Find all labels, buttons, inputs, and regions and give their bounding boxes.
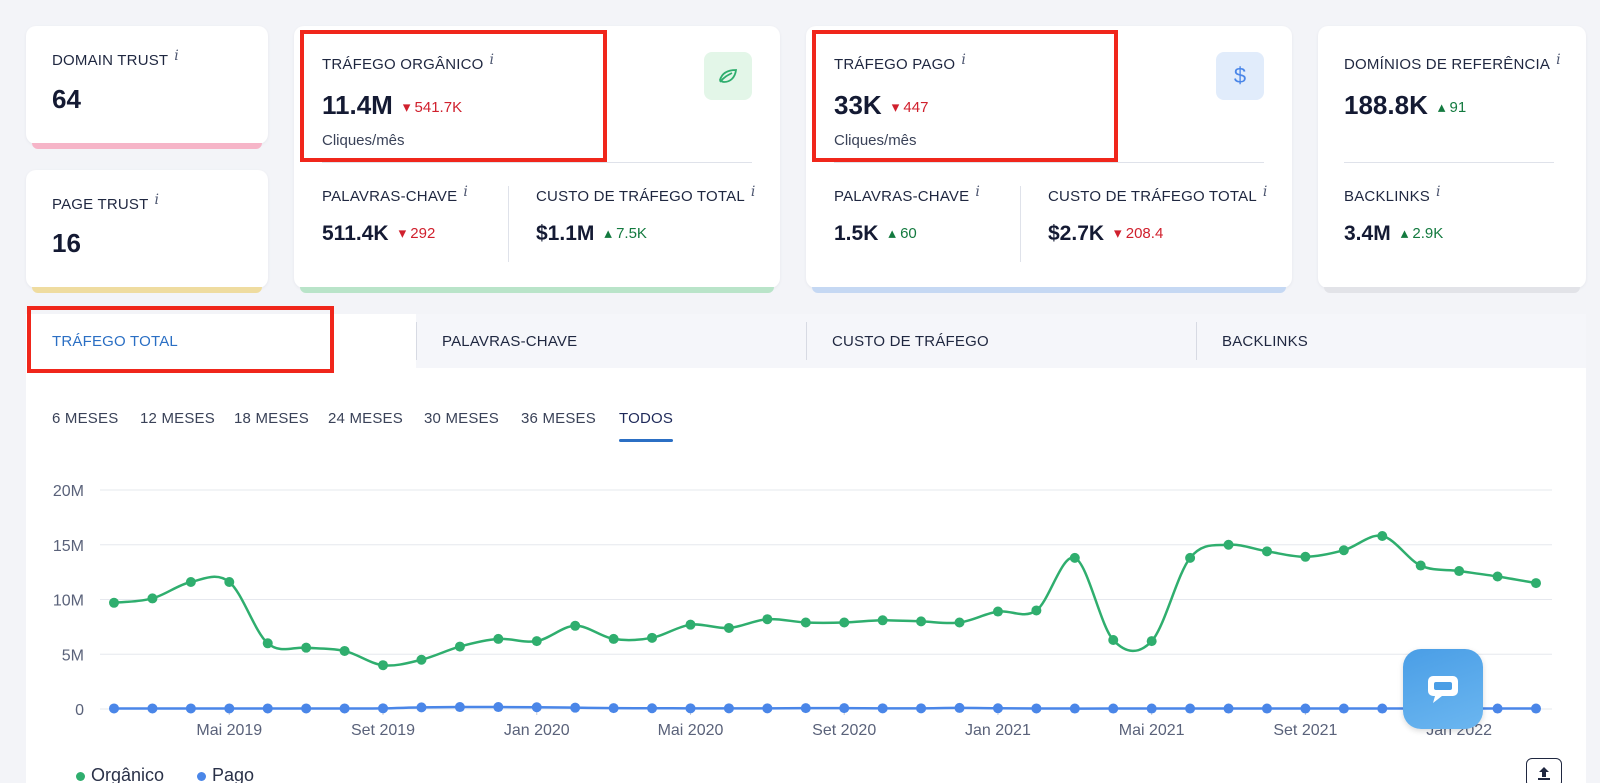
legend-organic[interactable]: Orgânico <box>76 765 164 783</box>
period-24-months[interactable]: 24 MESES <box>328 410 403 427</box>
page-trust-card: PAGE TRUST i 16 <box>26 170 268 293</box>
organic-column-divider <box>508 186 509 262</box>
organic-divider <box>322 162 752 163</box>
paid-keywords-label: PALAVRAS-CHAVE i <box>834 184 981 205</box>
info-icon[interactable]: i <box>750 184 756 200</box>
chat-support-button[interactable] <box>1403 649 1483 729</box>
tab-keywords[interactable]: PALAVRAS-CHAVE <box>442 332 578 350</box>
info-icon[interactable]: i <box>174 48 179 64</box>
organic-keywords-label: PALAVRAS-CHAVE i <box>322 184 469 205</box>
chart-panel <box>26 368 1586 783</box>
referring-domains-delta: ▴ 91 <box>1437 99 1467 116</box>
organic-traffic-delta: ▾ 541.7K <box>402 99 463 116</box>
leaf-icon <box>704 52 752 100</box>
paid-traffic-label: TRÁFEGO PAGO i <box>834 52 966 73</box>
organic-traffic-label: TRÁFEGO ORGÂNICO i <box>322 52 495 73</box>
upload-icon <box>1538 767 1550 780</box>
dollar-icon: $ <box>1216 52 1264 100</box>
domain-trust-card: DOMAIN TRUST i 64 <box>26 26 268 149</box>
tab-separator <box>416 322 417 360</box>
paid-traffic-unit: Cliques/mês <box>834 132 917 149</box>
referring-accent-bar <box>1324 287 1580 293</box>
page-trust-label: PAGE TRUST i <box>52 192 160 213</box>
backlinks-label: BACKLINKS i <box>1344 184 1441 205</box>
paid-cost-delta: ▾ 208.4 <box>1114 225 1164 242</box>
paid-keywords-value: 1.5K ▴ 60 <box>834 222 917 245</box>
info-icon[interactable]: i <box>1556 52 1561 68</box>
info-icon[interactable]: i <box>1262 184 1268 200</box>
paid-divider <box>834 162 1264 163</box>
organic-keywords-delta: ▾ 292 <box>398 225 436 242</box>
domain-trust-label: DOMAIN TRUST i <box>52 48 179 69</box>
backlinks-value: 3.4M ▴ 2.9K <box>1344 222 1444 245</box>
domain-trust-value: 64 <box>52 84 81 114</box>
organic-traffic-unit: Cliques/mês <box>322 132 405 149</box>
tab-traffic-cost[interactable]: CUSTO DE TRÁFEGO <box>832 332 989 350</box>
legend-paid-dot <box>197 771 206 781</box>
chat-icon <box>1428 676 1458 703</box>
period-6-months[interactable]: 6 MESES <box>52 410 119 427</box>
referring-divider <box>1344 162 1554 163</box>
tab-total-traffic[interactable]: TRÁFEGO TOTAL <box>26 314 416 368</box>
period-active-underline <box>619 439 673 442</box>
paid-cost-label: CUSTO DE TRÁFEGO TOTAL i <box>1048 184 1268 205</box>
organic-keywords-value: 511.4K ▾ 292 <box>322 222 436 245</box>
organic-accent-bar <box>300 287 774 293</box>
paid-traffic-delta: ▾ 447 <box>891 99 929 116</box>
period-36-months[interactable]: 36 MESES <box>521 410 596 427</box>
export-button[interactable] <box>1526 758 1562 783</box>
tab-separator <box>1196 322 1197 360</box>
organic-traffic-value: 11.4M ▾ 541.7K <box>322 90 463 120</box>
period-30-months[interactable]: 30 MESES <box>424 410 499 427</box>
domain-trust-accent-bar <box>32 143 262 149</box>
info-icon[interactable]: i <box>154 192 160 208</box>
referring-domains-card: DOMÍNIOS DE REFERÊNCIA i 188.8K ▴ 91 BACKL… <box>1318 26 1586 293</box>
info-icon[interactable]: i <box>489 52 495 68</box>
page-trust-accent-bar <box>32 287 262 293</box>
period-all[interactable]: TODOS <box>619 410 674 427</box>
info-icon[interactable]: i <box>961 52 966 68</box>
metric-tabs: TRÁFEGO TOTAL PALAVRAS-CHAVE CUSTO DE TR… <box>26 314 1586 368</box>
organic-cost-value: $1.1M ▴ 7.5K <box>536 222 647 245</box>
paid-traffic-value: 33K ▾ 447 <box>834 90 929 120</box>
paid-traffic-card: TRÁFEGO PAGO i 33K ▾ 447 Cliques/mês $ PAL… <box>806 26 1292 293</box>
tab-separator <box>806 322 807 360</box>
info-icon[interactable]: i <box>1436 184 1441 200</box>
backlinks-delta: ▴ 2.9K <box>1400 225 1444 242</box>
info-icon[interactable]: i <box>463 184 469 200</box>
period-12-months[interactable]: 12 MESES <box>140 410 215 427</box>
organic-traffic-card: TRÁFEGO ORGÂNICO i 11.4M ▾ 541.7K Cliques/… <box>294 26 780 293</box>
paid-column-divider <box>1020 186 1021 262</box>
paid-cost-value: $2.7K ▾ 208.4 <box>1048 222 1164 245</box>
referring-domains-value: 188.8K ▴ 91 <box>1344 90 1467 120</box>
page-trust-value: 16 <box>52 228 81 258</box>
referring-domains-label: DOMÍNIOS DE REFERÊNCIA i <box>1344 52 1561 73</box>
period-18-months[interactable]: 18 MESES <box>234 410 309 427</box>
legend-organic-dot <box>76 771 85 781</box>
info-icon[interactable]: i <box>975 184 981 200</box>
organic-cost-delta: ▴ 7.5K <box>604 225 647 242</box>
paid-accent-bar <box>812 287 1286 293</box>
legend-paid[interactable]: Pago <box>197 765 254 783</box>
organic-cost-label: CUSTO DE TRÁFEGO TOTAL i <box>536 184 756 205</box>
tab-backlinks[interactable]: BACKLINKS <box>1222 332 1308 350</box>
paid-keywords-delta: ▴ 60 <box>888 225 917 242</box>
